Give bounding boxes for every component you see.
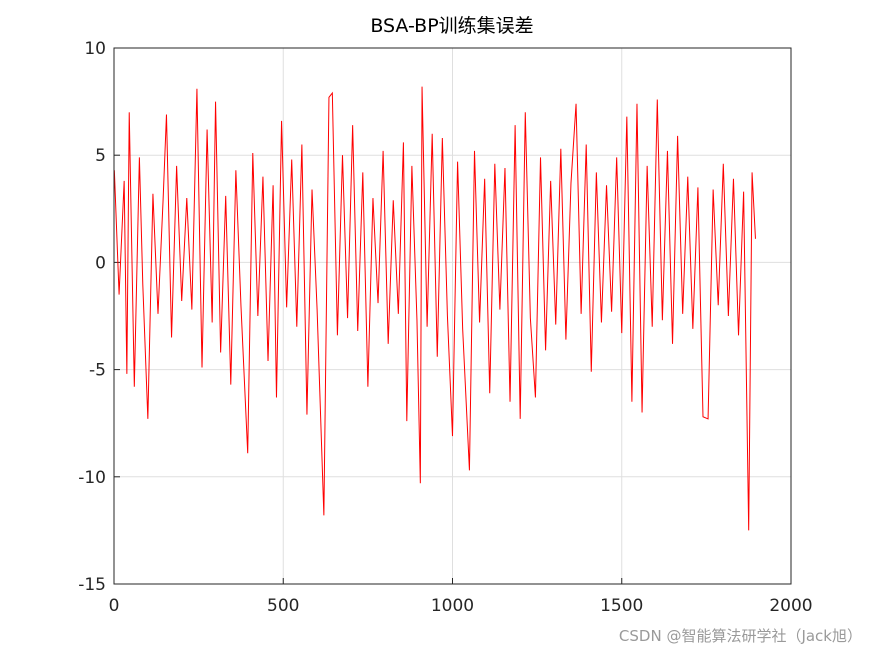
y-tick-label: -15 [78, 575, 106, 595]
x-tick-label: 0 [109, 596, 120, 616]
y-tick-label: 10 [84, 39, 106, 59]
x-tick-label: 500 [267, 596, 299, 616]
axes-box [113, 47, 792, 585]
y-tick-label: 5 [95, 146, 106, 166]
x-tick-label: 2000 [769, 596, 812, 616]
x-tick-label: 1500 [600, 596, 643, 616]
y-tick-label: -10 [78, 468, 106, 488]
x-tick-label: 1000 [431, 596, 474, 616]
data-line [113, 86, 756, 531]
watermark: CSDN @智能算法研学社（Jack旭） [619, 627, 862, 645]
y-tick-label: 0 [95, 253, 106, 273]
y-tick-label: -5 [89, 361, 106, 381]
chart-title: BSA-BP训练集误差 [370, 15, 533, 37]
